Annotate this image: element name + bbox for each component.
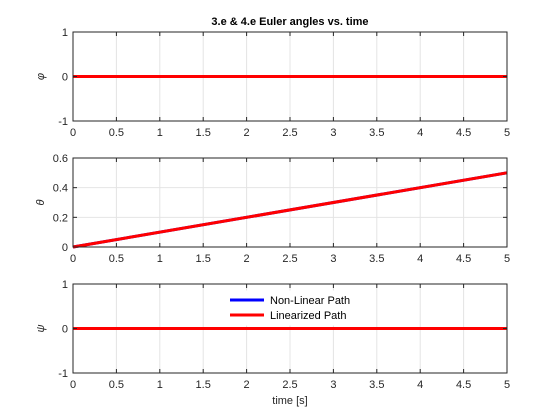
legend: Non-Linear Path Linearized Path: [223, 290, 365, 326]
x-tick-label: 2: [244, 253, 250, 265]
x-tick-label: 4: [417, 127, 423, 139]
y-tick-label: 0: [62, 242, 68, 254]
y-tick-label: -1: [58, 116, 68, 128]
x-tick-label: 5: [504, 127, 510, 139]
legend-label-1: Non-Linear Path: [270, 295, 350, 307]
legend-label-2: Linearized Path: [270, 310, 346, 322]
y-tick-label: 0.4: [53, 183, 68, 195]
x-tick-label: 2.5: [282, 253, 297, 265]
x-tick-label: 2.5: [282, 379, 297, 391]
x-tick-label: 2: [244, 127, 250, 139]
x-tick-label: 1.5: [196, 379, 211, 391]
x-tick-label: 2: [244, 379, 250, 391]
y-tick-label: 1: [62, 279, 68, 291]
x-tick-label: 0.5: [109, 127, 124, 139]
y-tick-label: 1: [62, 27, 68, 39]
x-tick-label: 4.5: [456, 127, 471, 139]
x-tick-label: 4: [417, 253, 423, 265]
chart-title: 3.e & 4.e Euler angles vs. time: [211, 16, 368, 28]
x-tick-label: 0: [70, 379, 76, 391]
x-tick-label: 0.5: [109, 253, 124, 265]
y-tick-label: 0: [62, 72, 68, 84]
x-tick-label: 3: [330, 379, 336, 391]
x-tick-label: 0: [70, 127, 76, 139]
y-tick-label: 0.6: [53, 153, 68, 165]
x-tick-label: 5: [504, 379, 510, 391]
series-line-2: [72, 171, 508, 249]
x-tick-label: 0.5: [109, 379, 124, 391]
y-axis-label: φ: [35, 73, 47, 80]
x-tick-label: 2.5: [282, 127, 297, 139]
y-tick-label: -1: [58, 368, 68, 380]
y-axis-label: ψ: [35, 324, 47, 332]
x-axis-label: time [s]: [272, 395, 307, 407]
x-tick-label: 1: [157, 253, 163, 265]
x-tick-label: 3.5: [369, 127, 384, 139]
x-tick-label: 4.5: [456, 379, 471, 391]
x-tick-label: 1: [157, 379, 163, 391]
x-tick-label: 3: [330, 127, 336, 139]
x-tick-label: 1: [157, 127, 163, 139]
x-tick-label: 3.5: [369, 379, 384, 391]
x-tick-label: 1.5: [196, 253, 211, 265]
x-tick-label: 4: [417, 379, 423, 391]
x-tick-label: 5: [504, 253, 510, 265]
y-tick-label: 0.2: [53, 212, 68, 224]
x-tick-label: 0: [70, 253, 76, 265]
y-axis-label: θ: [35, 199, 47, 205]
x-tick-label: 4.5: [456, 253, 471, 265]
subplot-2: 0 0.5 1 1.5 2 2.5 3 3.5 4 4.5 5 0 0.2 0.4 0.6 θ: [35, 153, 510, 265]
x-tick-label: 3: [330, 253, 336, 265]
x-tick-label: 1.5: [196, 127, 211, 139]
y-tick-label: 0: [62, 324, 68, 336]
x-tick-label: 3.5: [369, 253, 384, 265]
legend-box: [223, 290, 365, 326]
